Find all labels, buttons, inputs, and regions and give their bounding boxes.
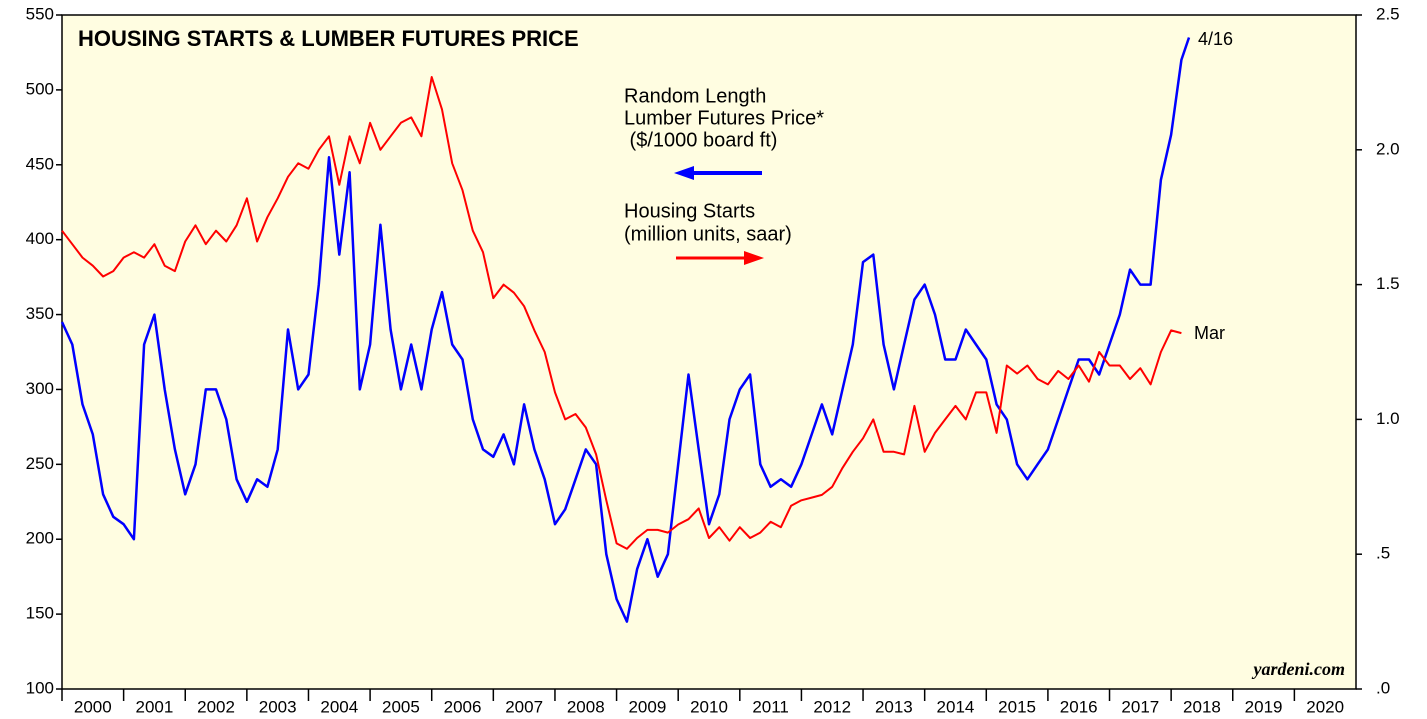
x-tick-label: 2005 <box>382 697 420 716</box>
y-tick-label: 150 <box>26 604 54 623</box>
series-line <box>61 76 1182 550</box>
annotation: ($/1000 board ft) <box>624 129 777 151</box>
chart-title: HOUSING STARTS & LUMBER FUTURES PRICE <box>78 26 579 51</box>
y-tick-label: 250 <box>26 454 54 473</box>
y2-tick-label: 2.5 <box>1376 4 1400 23</box>
x-tick-label: 2020 <box>1306 697 1344 716</box>
x-tick-label: 2001 <box>136 697 174 716</box>
y-tick-label: 350 <box>26 304 54 323</box>
y-tick-label: 100 <box>26 678 54 697</box>
x-tick-label: 2004 <box>320 697 358 716</box>
series-line <box>60 37 1191 623</box>
housing-arrow <box>676 251 764 265</box>
annotation: Mar <box>1194 323 1225 343</box>
y-tick-label: 450 <box>26 154 54 173</box>
y-tick-label: 400 <box>26 229 54 248</box>
x-tick-label: 2017 <box>1121 697 1159 716</box>
y-tick-label: 300 <box>26 379 54 398</box>
x-tick-label: 2011 <box>752 697 789 716</box>
annotation: 4/16 <box>1198 29 1233 49</box>
y2-tick-label: .0 <box>1376 678 1390 697</box>
x-tick-label: 2006 <box>444 697 482 716</box>
lumber-arrow <box>674 166 762 180</box>
x-tick-label: 2013 <box>875 697 913 716</box>
x-tick-label: 2018 <box>1183 697 1221 716</box>
annotation: (million units, saar) <box>624 223 792 245</box>
x-tick-label: 2002 <box>197 697 235 716</box>
y2-tick-label: 1.5 <box>1376 274 1400 293</box>
plot-area <box>61 14 1357 690</box>
y-tick-label: 500 <box>26 79 54 98</box>
annotation: Lumber Futures Price* <box>624 107 824 129</box>
x-tick-label: 2008 <box>567 697 605 716</box>
annotation: Housing Starts <box>624 200 755 222</box>
annotation: yardeni.com <box>1252 659 1346 679</box>
y-tick-label: 550 <box>26 4 54 23</box>
annotation: Random Length <box>624 85 766 107</box>
x-tick-label: 2003 <box>259 697 297 716</box>
x-tick-label: 2015 <box>998 697 1036 716</box>
y2-tick-label: .5 <box>1376 544 1390 563</box>
x-tick-label: 2019 <box>1245 697 1283 716</box>
y2-tick-label: 2.0 <box>1376 139 1400 158</box>
x-tick-label: 2007 <box>505 697 543 716</box>
x-tick-label: 2014 <box>937 697 975 716</box>
x-tick-label: 2016 <box>1060 697 1098 716</box>
y2-tick-label: 1.0 <box>1376 409 1400 428</box>
x-tick-label: 2012 <box>813 697 851 716</box>
y-tick-label: 200 <box>26 529 54 548</box>
x-tick-label: 2000 <box>74 697 112 716</box>
x-tick-label: 2010 <box>690 697 728 716</box>
x-tick-label: 2009 <box>628 697 666 716</box>
